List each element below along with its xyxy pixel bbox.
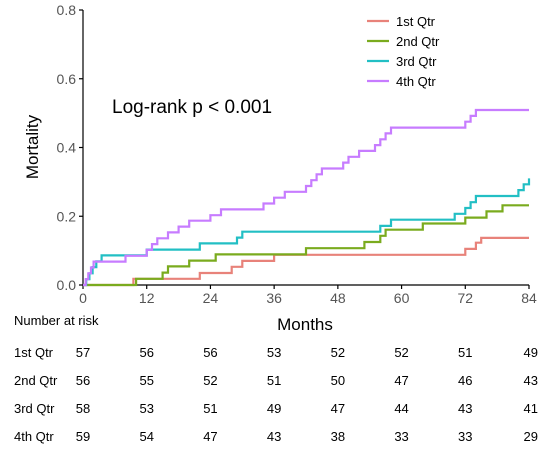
- x-tick-label: 84: [521, 290, 537, 306]
- risk-cell: 49: [524, 345, 538, 360]
- risk-cell: 56: [76, 373, 90, 388]
- x-tick-label: 24: [203, 290, 219, 306]
- risk-cell: 43: [458, 401, 472, 416]
- risk-row-label: 1st Qtr: [14, 345, 54, 360]
- risk-cell: 33: [458, 429, 472, 444]
- risk-table: 1st Qtr 57 56 56 53 52 52 51 49 2nd Qtr 56 55 52 51 50…: [14, 345, 538, 444]
- risk-cell: 47: [203, 429, 217, 444]
- risk-cell: 49: [267, 401, 281, 416]
- risk-cell: 55: [139, 373, 153, 388]
- risk-cell: 53: [267, 345, 281, 360]
- risk-cell: 43: [267, 429, 281, 444]
- series-line-1: [83, 236, 529, 287]
- risk-table-title: Number at risk: [14, 313, 99, 328]
- risk-cell: 52: [331, 345, 345, 360]
- x-tick-label: 36: [266, 290, 282, 306]
- x-axis-title: Months: [277, 315, 333, 334]
- x-tick-label: 48: [330, 290, 346, 306]
- risk-row-label: 4th Qtr: [14, 429, 54, 444]
- x-tick-label: 72: [457, 290, 473, 306]
- x-tick-label: 0: [79, 290, 87, 306]
- risk-cell: 52: [394, 345, 408, 360]
- legend-label: 1st Qtr: [396, 14, 436, 29]
- risk-cell: 41: [524, 401, 538, 416]
- risk-row-label: 2nd Qtr: [14, 373, 58, 388]
- risk-cell: 33: [394, 429, 408, 444]
- risk-cell: 56: [139, 345, 153, 360]
- risk-cell: 47: [331, 401, 345, 416]
- risk-cell: 46: [458, 373, 472, 388]
- series-line-2: [83, 204, 529, 287]
- y-tick-label: 0.8: [57, 2, 77, 18]
- risk-cell: 38: [331, 429, 345, 444]
- risk-cell: 51: [267, 373, 281, 388]
- series-layer: [83, 108, 531, 287]
- log-rank-annotation: Log-rank p < 0.001: [112, 97, 272, 118]
- risk-row-label: 3rd Qtr: [14, 401, 55, 416]
- risk-cell: 50: [331, 373, 345, 388]
- x-tick-label: 60: [394, 290, 410, 306]
- series-line-4: [83, 108, 529, 287]
- y-axis-title: Mortality: [23, 114, 42, 179]
- risk-cell: 51: [203, 401, 217, 416]
- risk-cell: 51: [458, 345, 472, 360]
- y-tick-label: 0.6: [57, 71, 77, 87]
- risk-cell: 59: [76, 429, 90, 444]
- risk-cell: 57: [76, 345, 90, 360]
- y-tick-label: 0.2: [57, 208, 77, 224]
- risk-cell: 44: [394, 401, 408, 416]
- risk-cell: 43: [524, 373, 538, 388]
- series-line-3: [83, 178, 531, 287]
- risk-cell: 54: [139, 429, 153, 444]
- axes: 0.0 0.2 0.4 0.6 0.8 0 12 24 36 48 60 72 84: [57, 2, 537, 306]
- legend-label: 2nd Qtr: [396, 34, 440, 49]
- risk-cell: 52: [203, 373, 217, 388]
- risk-cell: 47: [394, 373, 408, 388]
- risk-cell: 56: [203, 345, 217, 360]
- risk-cell: 29: [524, 429, 538, 444]
- legend-label: 4th Qtr: [396, 74, 436, 89]
- risk-cell: 58: [76, 401, 90, 416]
- x-tick-label: 12: [139, 290, 155, 306]
- y-tick-label: 0.0: [57, 277, 77, 293]
- risk-cell: 53: [139, 401, 153, 416]
- y-tick-label: 0.4: [57, 140, 77, 156]
- legend-label: 3rd Qtr: [396, 54, 437, 69]
- legend: 1st Qtr 2nd Qtr 3rd Qtr 4th Qtr: [367, 14, 440, 89]
